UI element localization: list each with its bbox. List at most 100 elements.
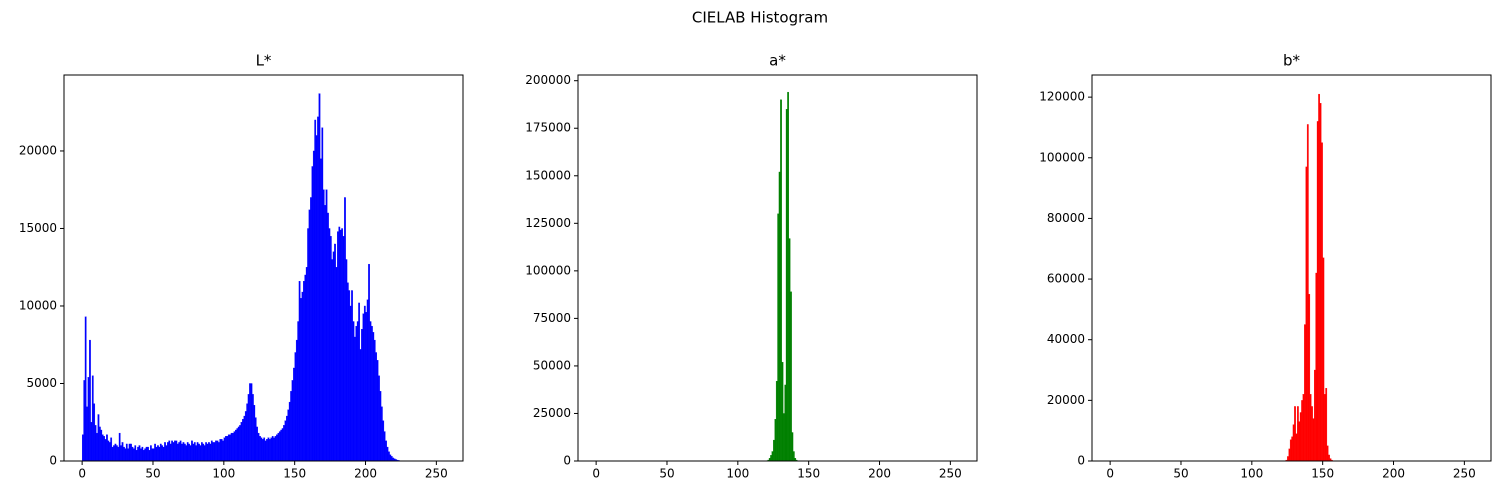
histogram-bar <box>203 445 206 462</box>
histogram-bar <box>1291 436 1294 462</box>
histogram-bar <box>205 442 207 462</box>
histogram-bar <box>328 228 331 462</box>
subplot: L* 0 50 100 150 200 250 0 5000 10000 15000 20000 <box>19 52 464 481</box>
x-tick-label: 250 <box>1453 467 1476 481</box>
histogram-bar <box>270 437 273 462</box>
histogram-bar <box>301 291 304 462</box>
histogram-bar <box>770 455 772 462</box>
histogram-bar <box>287 409 290 462</box>
histogram-bar <box>225 436 227 462</box>
histogram-bar <box>164 442 166 462</box>
subplot-title: a* <box>769 52 786 70</box>
histogram-bar <box>788 238 791 462</box>
y-tick-label: 175000 <box>525 121 571 135</box>
histogram-bar <box>1301 400 1303 462</box>
histogram-bar <box>169 443 172 462</box>
histogram-bar <box>130 443 132 462</box>
subplot-title: b* <box>1283 52 1301 70</box>
histogram-bar <box>390 456 393 462</box>
histogram-bar <box>117 446 120 462</box>
histogram-bar <box>93 403 96 462</box>
histogram-bar <box>1316 121 1319 462</box>
histogram-bar <box>232 432 234 462</box>
histogram-bar <box>293 367 295 462</box>
histogram-bar <box>774 419 777 462</box>
histogram-bar <box>259 436 261 462</box>
histogram-bar <box>267 437 270 462</box>
x-tick-label: 0 <box>1106 467 1114 481</box>
histogram-bar <box>134 445 137 462</box>
histogram-bar <box>155 446 158 462</box>
histogram-bar <box>308 209 311 462</box>
histogram-bar <box>147 446 149 462</box>
histogram-bar <box>256 426 258 462</box>
x-tick-label: 50 <box>1173 467 1188 481</box>
histogram-bar <box>290 391 292 462</box>
histogram-bar <box>107 440 110 462</box>
y-tick-label: 15000 <box>19 221 57 235</box>
histogram-bar <box>104 439 107 462</box>
histogram-bar <box>271 436 274 462</box>
histogram-bar <box>362 313 365 462</box>
histogram-bar <box>261 439 264 462</box>
histogram-bar <box>310 197 312 462</box>
histogram-bar <box>777 213 780 462</box>
histogram-bar <box>168 440 171 462</box>
histogram-bar <box>298 281 301 462</box>
histogram-bar <box>96 432 98 462</box>
y-tick-label: 125000 <box>525 216 571 230</box>
histogram-bar <box>189 445 192 462</box>
figure-title: CIELAB Histogram <box>692 9 828 27</box>
histogram-bar <box>1325 388 1328 462</box>
histogram-bar <box>338 226 341 462</box>
histogram-bar <box>320 158 322 462</box>
histogram-bar <box>127 448 130 462</box>
histogram-bar <box>386 446 389 462</box>
histogram-bar <box>158 446 161 462</box>
histogram-bar <box>376 360 379 462</box>
histogram-bar <box>1299 412 1302 462</box>
histogram-bar <box>346 282 349 462</box>
histogram-bar <box>120 445 122 462</box>
histogram-bar <box>138 445 141 462</box>
histogram-bar <box>775 380 778 462</box>
histogram-bar <box>240 422 243 462</box>
histogram-bar <box>790 291 792 462</box>
histogram-bar <box>317 116 319 462</box>
x-tick-label: 100 <box>1240 467 1263 481</box>
x-tick-label: 0 <box>592 467 600 481</box>
histogram-bar <box>780 99 782 462</box>
histogram-bar <box>188 443 190 462</box>
histogram-bar <box>152 448 155 462</box>
y-tick-label: 40000 <box>1047 332 1085 346</box>
histogram-bar <box>220 439 223 462</box>
histogram-bar <box>181 443 183 462</box>
histogram-bar <box>369 321 372 462</box>
histogram-bar <box>215 440 217 462</box>
y-tick-label: 100000 <box>525 263 571 277</box>
histogram-bar <box>199 445 202 462</box>
histogram-bar <box>276 434 278 462</box>
histogram-bar <box>142 449 145 462</box>
histogram-bar <box>236 428 239 462</box>
histogram-bar <box>1323 394 1326 462</box>
histogram-bar <box>124 448 127 462</box>
histogram-bar <box>171 440 173 462</box>
histogram-bar <box>125 443 128 462</box>
y-tick-label: 5000 <box>26 376 57 390</box>
histogram-bar <box>242 418 244 462</box>
histogram-bar <box>230 432 233 462</box>
histogram-bar <box>324 205 326 462</box>
histogram-bar <box>1314 369 1316 462</box>
histogram-bar <box>321 127 324 462</box>
axes-frame <box>577 74 978 462</box>
histogram-bar <box>1322 257 1325 462</box>
histogram-bar <box>322 189 325 462</box>
histogram-bar <box>212 442 215 462</box>
histogram-bar <box>283 425 285 462</box>
histogram-bar <box>244 411 247 462</box>
histogram-bar <box>144 448 147 462</box>
histogram-bar <box>121 442 124 462</box>
y-tick-label: 50000 <box>533 358 571 372</box>
histogram-bar <box>223 437 226 462</box>
